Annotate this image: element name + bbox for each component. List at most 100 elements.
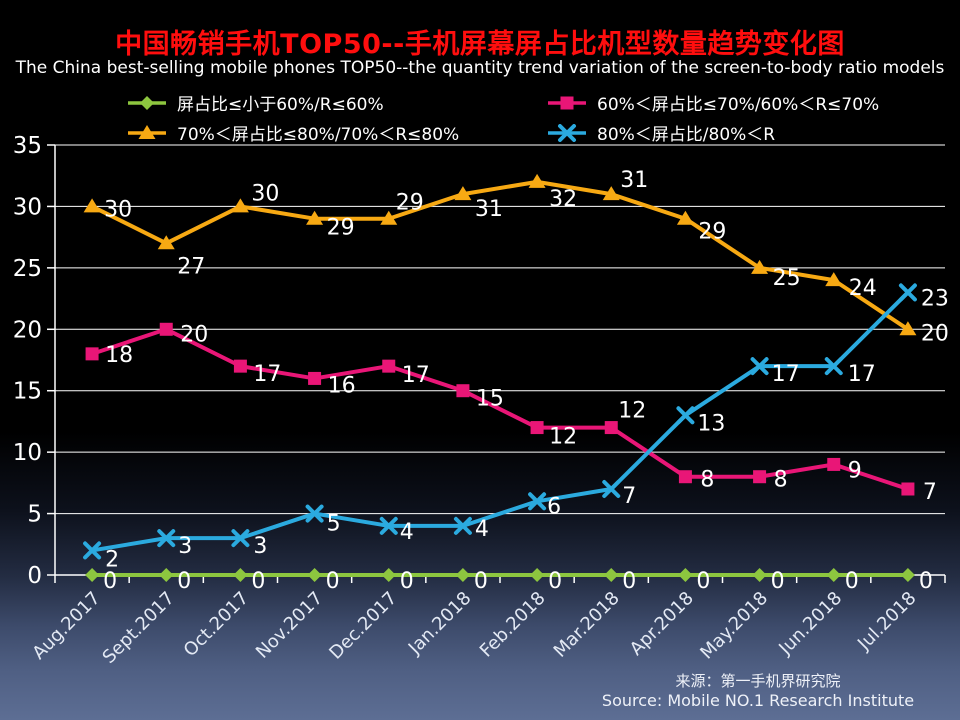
x-axis-label: May.2018 [696, 588, 772, 664]
x-axis-label: Aug.2017 [28, 588, 104, 664]
data-label: 27 [177, 254, 205, 279]
data-label: 29 [327, 216, 355, 241]
page-subtitle: The China best-selling mobile phones TOP… [15, 58, 945, 78]
data-point-marker [676, 210, 694, 225]
data-point-marker [602, 480, 621, 498]
data-label: 17 [848, 362, 876, 387]
data-label: 23 [921, 286, 949, 311]
data-point-marker [528, 173, 546, 188]
diamond-marker-icon [128, 95, 166, 110]
data-label: 17 [253, 362, 281, 387]
x-axis-label: Sept.2017 [99, 588, 179, 668]
data-point-marker [826, 568, 841, 582]
data-label: 13 [697, 411, 725, 436]
data-label: 3 [178, 534, 192, 559]
data-point-marker [157, 235, 175, 250]
series-x [83, 283, 917, 560]
data-label: 30 [251, 181, 279, 206]
data-point-marker [233, 568, 248, 582]
data-label: 20 [921, 321, 949, 346]
legend-label: 70%＜屏占比≤80%/70%＜R≤80% [177, 125, 460, 145]
data-label: 0 [177, 569, 191, 594]
data-label: 31 [475, 197, 503, 222]
data-label: 24 [849, 276, 877, 301]
data-label: 0 [103, 569, 117, 594]
data-label: 18 [105, 343, 133, 368]
data-point-marker [233, 359, 247, 373]
x-axis-label: Apr.2018 [626, 588, 698, 660]
data-label: 15 [476, 387, 504, 412]
y-axis-label: 0 [27, 563, 42, 589]
data-point-marker [750, 357, 769, 376]
data-label: 0 [548, 569, 562, 594]
data-label: 17 [402, 363, 430, 388]
data-point-marker [159, 322, 173, 336]
legend: 屏占比≤小于60%/R≤60% 60%＜屏占比≤70%/60%＜R≤70% 70… [125, 90, 905, 145]
series-triangle [83, 173, 917, 336]
data-label: 0 [474, 569, 488, 594]
data-point-marker [558, 123, 576, 142]
data-label: 0 [251, 569, 265, 594]
data-label: 4 [475, 517, 489, 542]
data-label: 4 [400, 520, 414, 545]
data-point-marker [379, 516, 398, 535]
data-label: 0 [696, 569, 710, 594]
data-point-marker [83, 198, 101, 213]
data-point-marker [381, 568, 396, 582]
data-point-marker [751, 259, 769, 274]
data-point-marker [85, 568, 100, 582]
data-point-marker [85, 347, 99, 361]
y-axis-label: 25 [13, 256, 42, 282]
data-label: 0 [622, 569, 636, 594]
data-label: 0 [400, 569, 414, 594]
series-diamond [85, 568, 915, 582]
series-line [90, 179, 910, 332]
data-point-marker [159, 568, 174, 582]
data-point-marker [528, 492, 547, 511]
data-label: 29 [396, 191, 424, 216]
legend-item-le60: 屏占比≤小于60%/R≤60% [125, 90, 545, 115]
data-point-marker [138, 124, 156, 139]
data-point-marker [305, 504, 324, 523]
legend-label: 屏占比≤小于60%/R≤60% [177, 95, 384, 115]
data-label: 30 [104, 197, 132, 222]
data-point-marker [824, 357, 843, 376]
data-label: 12 [618, 399, 646, 424]
legend-item-60-70: 60%＜屏占比≤70%/60%＜R≤70% [545, 90, 905, 115]
source-note: 来源：第一手机界研究院 Source: Mobile NO.1 Research… [558, 672, 958, 711]
x-axis-label: Nov.2017 [252, 588, 327, 663]
legend-item-70-80: 70%＜屏占比≤80%/70%＜R≤80% [125, 120, 545, 145]
data-label: 20 [180, 322, 208, 347]
data-label: 0 [919, 569, 933, 594]
data-point-marker [454, 186, 472, 201]
data-point-marker [753, 470, 767, 484]
data-label: 9 [848, 458, 862, 483]
data-point-marker [456, 384, 470, 398]
data-point-marker [380, 210, 398, 225]
data-point-marker [604, 421, 618, 435]
legend-label: 80%＜屏占比/80%＜R [597, 125, 776, 145]
legend-label: 60%＜屏占比≤70%/60%＜R≤70% [597, 95, 880, 115]
data-point-marker [827, 457, 841, 471]
data-point-marker [530, 568, 545, 582]
data-label: 7 [622, 484, 636, 509]
triangle-marker-icon [128, 124, 166, 139]
y-axis-label: 5 [27, 502, 42, 528]
data-point-marker [140, 95, 154, 110]
data-point-marker [306, 210, 324, 225]
y-axis-label: 20 [13, 317, 42, 343]
x-marker-icon [548, 123, 586, 142]
x-axis-label: Mar.2018 [550, 588, 624, 662]
data-point-marker [602, 186, 620, 201]
data-label: 0 [845, 569, 859, 594]
data-label: 7 [923, 480, 937, 505]
data-point-marker [901, 482, 915, 496]
data-label: 32 [549, 187, 577, 212]
data-label: 16 [328, 373, 356, 398]
series-line [90, 327, 910, 491]
data-label: 0 [771, 569, 785, 594]
x-axis-label: Jul.2018 [853, 588, 920, 655]
data-point-marker [898, 283, 917, 302]
data-point-marker [231, 529, 250, 548]
